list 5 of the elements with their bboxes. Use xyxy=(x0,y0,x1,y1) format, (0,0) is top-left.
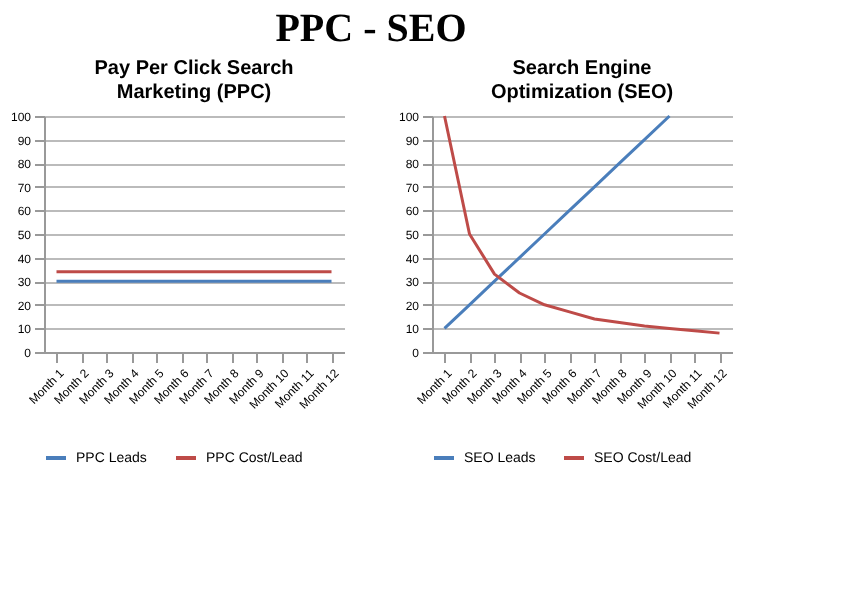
line-series xyxy=(443,114,671,330)
text: PPC - SEO xyxy=(275,7,467,51)
chart-title: Pay Per Click Search Marketing (PPC) xyxy=(94,58,294,104)
chart-title: Search Engine Optimization (SEO) xyxy=(490,58,674,104)
line-series xyxy=(443,114,721,335)
